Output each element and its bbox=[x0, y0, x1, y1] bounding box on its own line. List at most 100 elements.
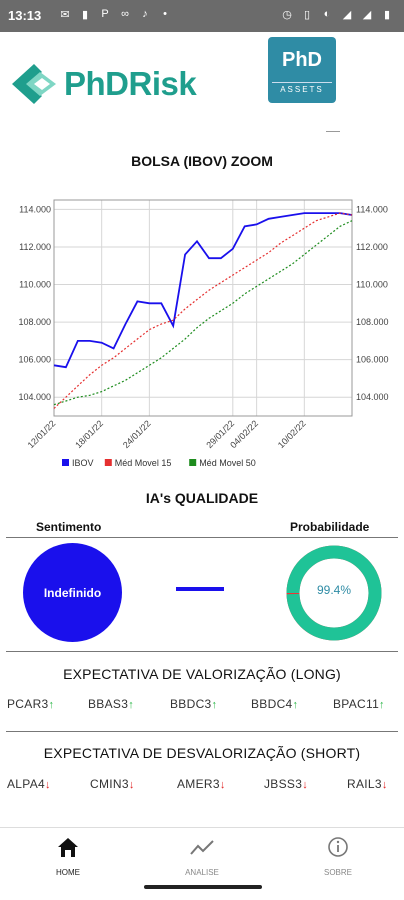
ticker-symbol: BBDC4 bbox=[251, 697, 293, 711]
badge-top-text: PhD bbox=[282, 49, 322, 71]
arrow-down-icon: ↓ bbox=[219, 779, 226, 791]
divider bbox=[6, 537, 398, 538]
nav-analise-label: ANALISE bbox=[185, 868, 219, 877]
nav-sobre-label: SOBRE bbox=[323, 868, 352, 877]
ticker-item[interactable]: JBSS3↓ bbox=[264, 777, 308, 791]
lte-icon: ◐ bbox=[323, 8, 331, 20]
y-tick-label-right: 112.000 bbox=[356, 242, 388, 252]
ticker-symbol: CMIN3 bbox=[90, 777, 129, 791]
badge-bottom-text: ASSETS bbox=[272, 82, 332, 94]
vibrate-icon: ▯ bbox=[303, 8, 311, 21]
sentiment-indicator: Indefinido bbox=[23, 543, 122, 642]
nav-home[interactable]: HOME bbox=[28, 834, 108, 877]
y-tick-label-right: 108.000 bbox=[356, 317, 389, 327]
paypal-icon: P bbox=[101, 8, 109, 20]
ticker-item[interactable]: BBDC4↑ bbox=[251, 697, 298, 711]
alarm-icon: ◷ bbox=[282, 8, 292, 21]
arrow-down-icon: ↓ bbox=[302, 779, 308, 791]
ticker-symbol: ALPA4 bbox=[7, 777, 45, 791]
chart-title: BOLSA (IBOV) ZOOM bbox=[131, 153, 273, 169]
notification-icons: ✉ ▮ P ∞ ♪ • bbox=[58, 7, 172, 21]
nav-sobre[interactable]: SOBRE bbox=[298, 834, 378, 877]
probability-ring bbox=[286, 545, 382, 641]
arrow-down-icon: ↓ bbox=[381, 779, 388, 791]
arrow-up-icon: ↑ bbox=[211, 699, 218, 711]
arrow-down-icon: ↓ bbox=[44, 779, 51, 791]
nav-analise[interactable]: ANALISE bbox=[162, 834, 242, 877]
logo-text-risk: Risk bbox=[128, 65, 197, 102]
system-icons: ◷ ▯ ◐ ◢ ◢ ▮ bbox=[280, 7, 394, 21]
dot-icon: • bbox=[163, 8, 167, 20]
y-tick-label-right: 110.000 bbox=[356, 280, 388, 290]
nav-home-label: HOME bbox=[56, 868, 80, 877]
ticker-symbol: PCAR3 bbox=[7, 697, 49, 711]
y-tick-label-left: 106.000 bbox=[18, 355, 51, 365]
ticker-symbol: BBDC3 bbox=[170, 697, 212, 711]
short-ticker-list: ALPA4↓ CMIN3↓ AMER3↓ JBSS3↓ RAIL3↓ bbox=[0, 777, 404, 795]
phdrisk-logo: PhDRisk bbox=[8, 60, 197, 108]
logo-text-phd: PhD bbox=[64, 65, 129, 102]
plot-frame bbox=[53, 199, 353, 417]
ticker-symbol: AMER3 bbox=[177, 777, 220, 791]
infinity-icon: ∞ bbox=[121, 8, 129, 20]
legend-swatch bbox=[189, 459, 197, 466]
ibov-chart[interactable]: 12/01/22 18/01/22 24/01/22 29/01/2204/02/22… bbox=[0, 190, 404, 480]
arrow-up-icon: ↑ bbox=[292, 699, 299, 711]
status-time: 13:13 bbox=[8, 8, 42, 23]
4g-icon: ◢ bbox=[362, 8, 372, 21]
arrow-down-icon: ↓ bbox=[128, 779, 135, 791]
ticker-item[interactable]: CMIN3↓ bbox=[90, 777, 135, 791]
phdrisk-logo-icon bbox=[12, 64, 56, 104]
divider bbox=[6, 731, 398, 732]
probability-ring-fill bbox=[286, 545, 382, 641]
ticker-item[interactable]: BBAS3↑ bbox=[88, 697, 134, 711]
x-tick-label: 12/01/22 bbox=[26, 418, 58, 450]
info-icon bbox=[328, 837, 348, 857]
legend-swatch bbox=[104, 459, 112, 466]
chart-trend-icon bbox=[190, 840, 214, 855]
ticker-item[interactable]: ALPA4↓ bbox=[7, 777, 51, 791]
ticker-item[interactable]: BBDC3↑ bbox=[170, 697, 217, 711]
ticker-item[interactable]: PCAR3↑ bbox=[7, 697, 54, 711]
logo-text: PhDRisk bbox=[64, 65, 197, 103]
y-tick-label-left: 112.000 bbox=[19, 242, 51, 252]
y-tick-label-left: 104.000 bbox=[18, 392, 51, 402]
legend-label: Méd Movel 15 bbox=[115, 458, 172, 468]
signal-icon: ◢ bbox=[342, 8, 352, 21]
battery-icon: ▮ bbox=[383, 8, 391, 21]
ticker-item[interactable]: BPAC11↑ bbox=[333, 697, 385, 711]
y-tick-label-right: 114.000 bbox=[356, 204, 388, 214]
ticker-item[interactable]: RAIL3↓ bbox=[347, 777, 388, 791]
divider bbox=[6, 651, 398, 652]
ia-title: IA's QUALIDADE bbox=[145, 490, 259, 506]
x-tick-label: 18/01/22 bbox=[73, 418, 105, 450]
ticker-symbol: BPAC11 bbox=[333, 697, 380, 711]
probability-label: Probabilidade bbox=[290, 520, 370, 534]
x-tick-label: 24/01/22 bbox=[121, 418, 153, 450]
series-line-m-d-movel-50 bbox=[53, 220, 353, 406]
probability-value: 99.4% bbox=[316, 583, 352, 597]
y-tick-label-left: 114.000 bbox=[19, 204, 51, 214]
gesture-bar bbox=[144, 885, 262, 889]
long-title: EXPECTATIVA DE VALORIZAÇÃO (LONG) bbox=[63, 666, 341, 682]
y-tick-label-left: 110.000 bbox=[19, 280, 51, 290]
sentiment-label: Sentimento bbox=[36, 520, 102, 534]
legend-label: IBOV bbox=[72, 458, 94, 468]
short-title: EXPECTATIVA DE DESVALORIZAÇÃO (SHORT) bbox=[43, 745, 361, 761]
ticker-symbol: BBAS3 bbox=[88, 697, 129, 711]
arrow-up-icon: ↑ bbox=[48, 699, 55, 711]
arrow-up-icon: ↑ bbox=[128, 699, 135, 711]
phd-assets-badge[interactable]: PhD ASSETS bbox=[268, 37, 336, 103]
status-bar: 13:13 ✉ ▮ P ∞ ♪ • ◷ ▯ ◐ ◢ ◢ ▮ bbox=[0, 0, 404, 32]
x-tick-label: 10/02/22 bbox=[276, 418, 308, 450]
y-tick-label-left: 108.000 bbox=[18, 317, 51, 327]
arrow-up-icon: ↑ bbox=[379, 699, 385, 711]
ticker-item[interactable]: AMER3↓ bbox=[177, 777, 226, 791]
header-divider bbox=[326, 131, 340, 132]
home-icon bbox=[58, 838, 78, 857]
legend-label: Méd Movel 50 bbox=[199, 458, 256, 468]
sentiment-value: Indefinido bbox=[43, 585, 102, 600]
sentiment-dash bbox=[176, 587, 224, 591]
tiktok-icon: ♪ bbox=[142, 8, 148, 20]
bottom-nav: HOME ANALISE SOBRE bbox=[0, 827, 404, 900]
